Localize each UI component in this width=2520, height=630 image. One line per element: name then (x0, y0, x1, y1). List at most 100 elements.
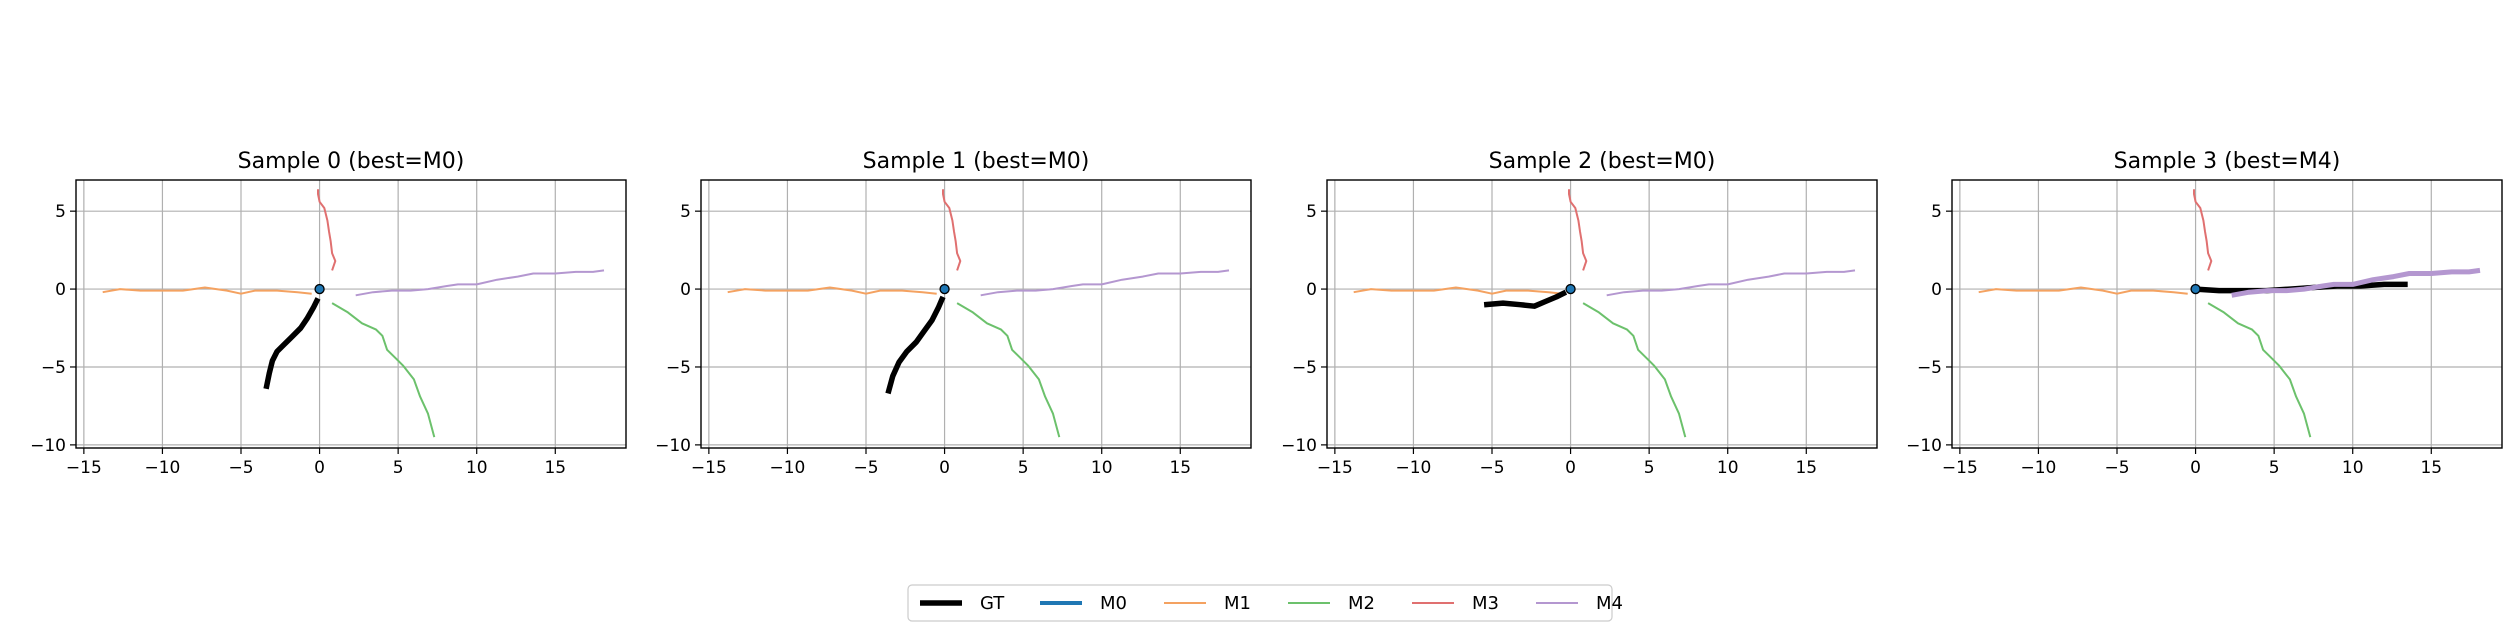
series-line-gt (263, 297, 321, 390)
panel-2: Sample 2 (best=M0)−15 −10 −5 0 5 10 15−10−505 (1281, 149, 1878, 478)
legend-label: M2 (1348, 593, 1375, 614)
y-tick-label: 0 (1306, 280, 1317, 300)
x-tick-label: 10 (466, 458, 488, 478)
legend-entry-m2: M2 (1288, 593, 1375, 614)
series-line-m1 (1353, 286, 1563, 295)
series-line-gt (1483, 289, 1568, 309)
series-line-m4 (2231, 267, 2481, 298)
x-tick-label: 0 (939, 458, 950, 478)
series-marker-m0 (2190, 283, 2201, 295)
gridlines (1952, 180, 2502, 448)
legend-entry-gt: GT (920, 593, 1005, 614)
series-line-m2 (1582, 302, 1687, 438)
axes-frame (700, 179, 1252, 449)
series-line-m1 (102, 286, 312, 295)
y-tick-label: 0 (1931, 280, 1942, 300)
panel-title: Sample 1 (best=M0) (863, 149, 1090, 174)
series-line-m2 (2207, 302, 2312, 438)
y-tick-label: −5 (41, 358, 66, 378)
x-tick-label: 5 (2269, 458, 2280, 478)
y-tick-label: 5 (1306, 202, 1317, 222)
x-tick-label: −5 (2104, 458, 2129, 478)
legend-entry-m4: M4 (1536, 593, 1623, 614)
x-tick-label: −15 (1317, 458, 1353, 478)
series-line-m3 (1568, 189, 1588, 271)
panels: Sample 0 (best=M0)−15 −10 −5 0 5 10 15−10−505S… (30, 149, 2503, 478)
x-tick-label: 10 (1091, 458, 1113, 478)
panel-1: Sample 1 (best=M0)−15 −10 −5 0 5 10 15−10−505 (655, 149, 1252, 478)
legend-label: M0 (1100, 593, 1127, 614)
axes-frame (75, 179, 627, 449)
x-tick-label: 15 (1169, 458, 1191, 478)
x-tick-label: −10 (1395, 458, 1431, 478)
y-tick-label: 5 (1931, 202, 1942, 222)
x-tick-label: 5 (1018, 458, 1029, 478)
x-tick-label: 15 (2420, 458, 2442, 478)
axes-frame (1326, 179, 1878, 449)
y-tick-label: 0 (55, 280, 66, 300)
series-marker-m0 (314, 283, 325, 295)
legend-label: M4 (1596, 593, 1623, 614)
series-line-m2 (956, 302, 1061, 438)
x-tick-label: −10 (769, 458, 805, 478)
x-tick-label: −10 (144, 458, 180, 478)
y-tick-label: 5 (55, 202, 66, 222)
series-line-gt (885, 295, 946, 395)
legend: GT M0 M1 M2 M3 M4 (907, 584, 1623, 622)
y-tick-label: −10 (1906, 436, 1942, 456)
plot-area (727, 189, 1230, 438)
series-line-m3 (317, 189, 337, 271)
x-tick-label: −5 (228, 458, 253, 478)
x-tick-label: −5 (853, 458, 878, 478)
x-tick-label: 15 (1795, 458, 1817, 478)
panel-title: Sample 3 (best=M4) (2114, 149, 2341, 174)
y-tick-label: 5 (680, 202, 691, 222)
series-marker-m0 (1565, 283, 1576, 295)
series-line-m4 (355, 269, 605, 297)
series-line-m3 (942, 189, 962, 271)
panel-0: Sample 0 (best=M0)−15 −10 −5 0 5 10 15−10−505 (30, 149, 627, 478)
x-tick-label: −10 (2020, 458, 2056, 478)
y-tick-label: −10 (655, 436, 691, 456)
legend-label: GT (980, 593, 1005, 614)
legend-entry-m3: M3 (1412, 593, 1499, 614)
x-tick-label: 10 (1717, 458, 1739, 478)
plot-area (1353, 189, 1856, 438)
panel-title: Sample 0 (best=M0) (238, 149, 465, 174)
y-tick-label: −5 (1292, 358, 1317, 378)
gridlines (76, 180, 626, 448)
y-tick-label: −10 (30, 436, 66, 456)
series-line-m4 (1606, 269, 1856, 297)
y-tick-label: 0 (680, 280, 691, 300)
legend-label: M3 (1472, 593, 1499, 614)
legend-entry-m0: M0 (1040, 593, 1127, 614)
gridlines (701, 180, 1251, 448)
gridlines (1327, 180, 1877, 448)
plot-area (1978, 189, 2481, 438)
x-tick-label: 5 (393, 458, 404, 478)
panel-title: Sample 2 (best=M0) (1489, 149, 1716, 174)
series-line-m1 (727, 286, 937, 295)
axes-frame (1951, 179, 2503, 449)
legend-entry-m1: M1 (1164, 593, 1251, 614)
series-line-m3 (2193, 189, 2213, 271)
series-line-m2 (331, 302, 436, 438)
y-tick-label: −10 (1281, 436, 1317, 456)
legend-box (907, 584, 1613, 622)
x-tick-label: −5 (1479, 458, 1504, 478)
panel-3: Sample 3 (best=M4)−15 −10 −5 0 5 10 15−10−505 (1906, 149, 2503, 478)
legend-label: M1 (1224, 593, 1251, 614)
series-line-m1 (1978, 286, 2188, 295)
series-marker-m0 (939, 283, 950, 295)
plot-area (102, 189, 605, 438)
x-tick-label: 0 (314, 458, 325, 478)
series-line-m4 (980, 269, 1230, 297)
y-tick-label: −5 (666, 358, 691, 378)
x-tick-label: 5 (1644, 458, 1655, 478)
x-tick-label: −15 (1942, 458, 1978, 478)
x-tick-label: 0 (1565, 458, 1576, 478)
x-tick-label: −15 (691, 458, 727, 478)
x-tick-label: 10 (2342, 458, 2364, 478)
x-tick-label: −15 (66, 458, 102, 478)
